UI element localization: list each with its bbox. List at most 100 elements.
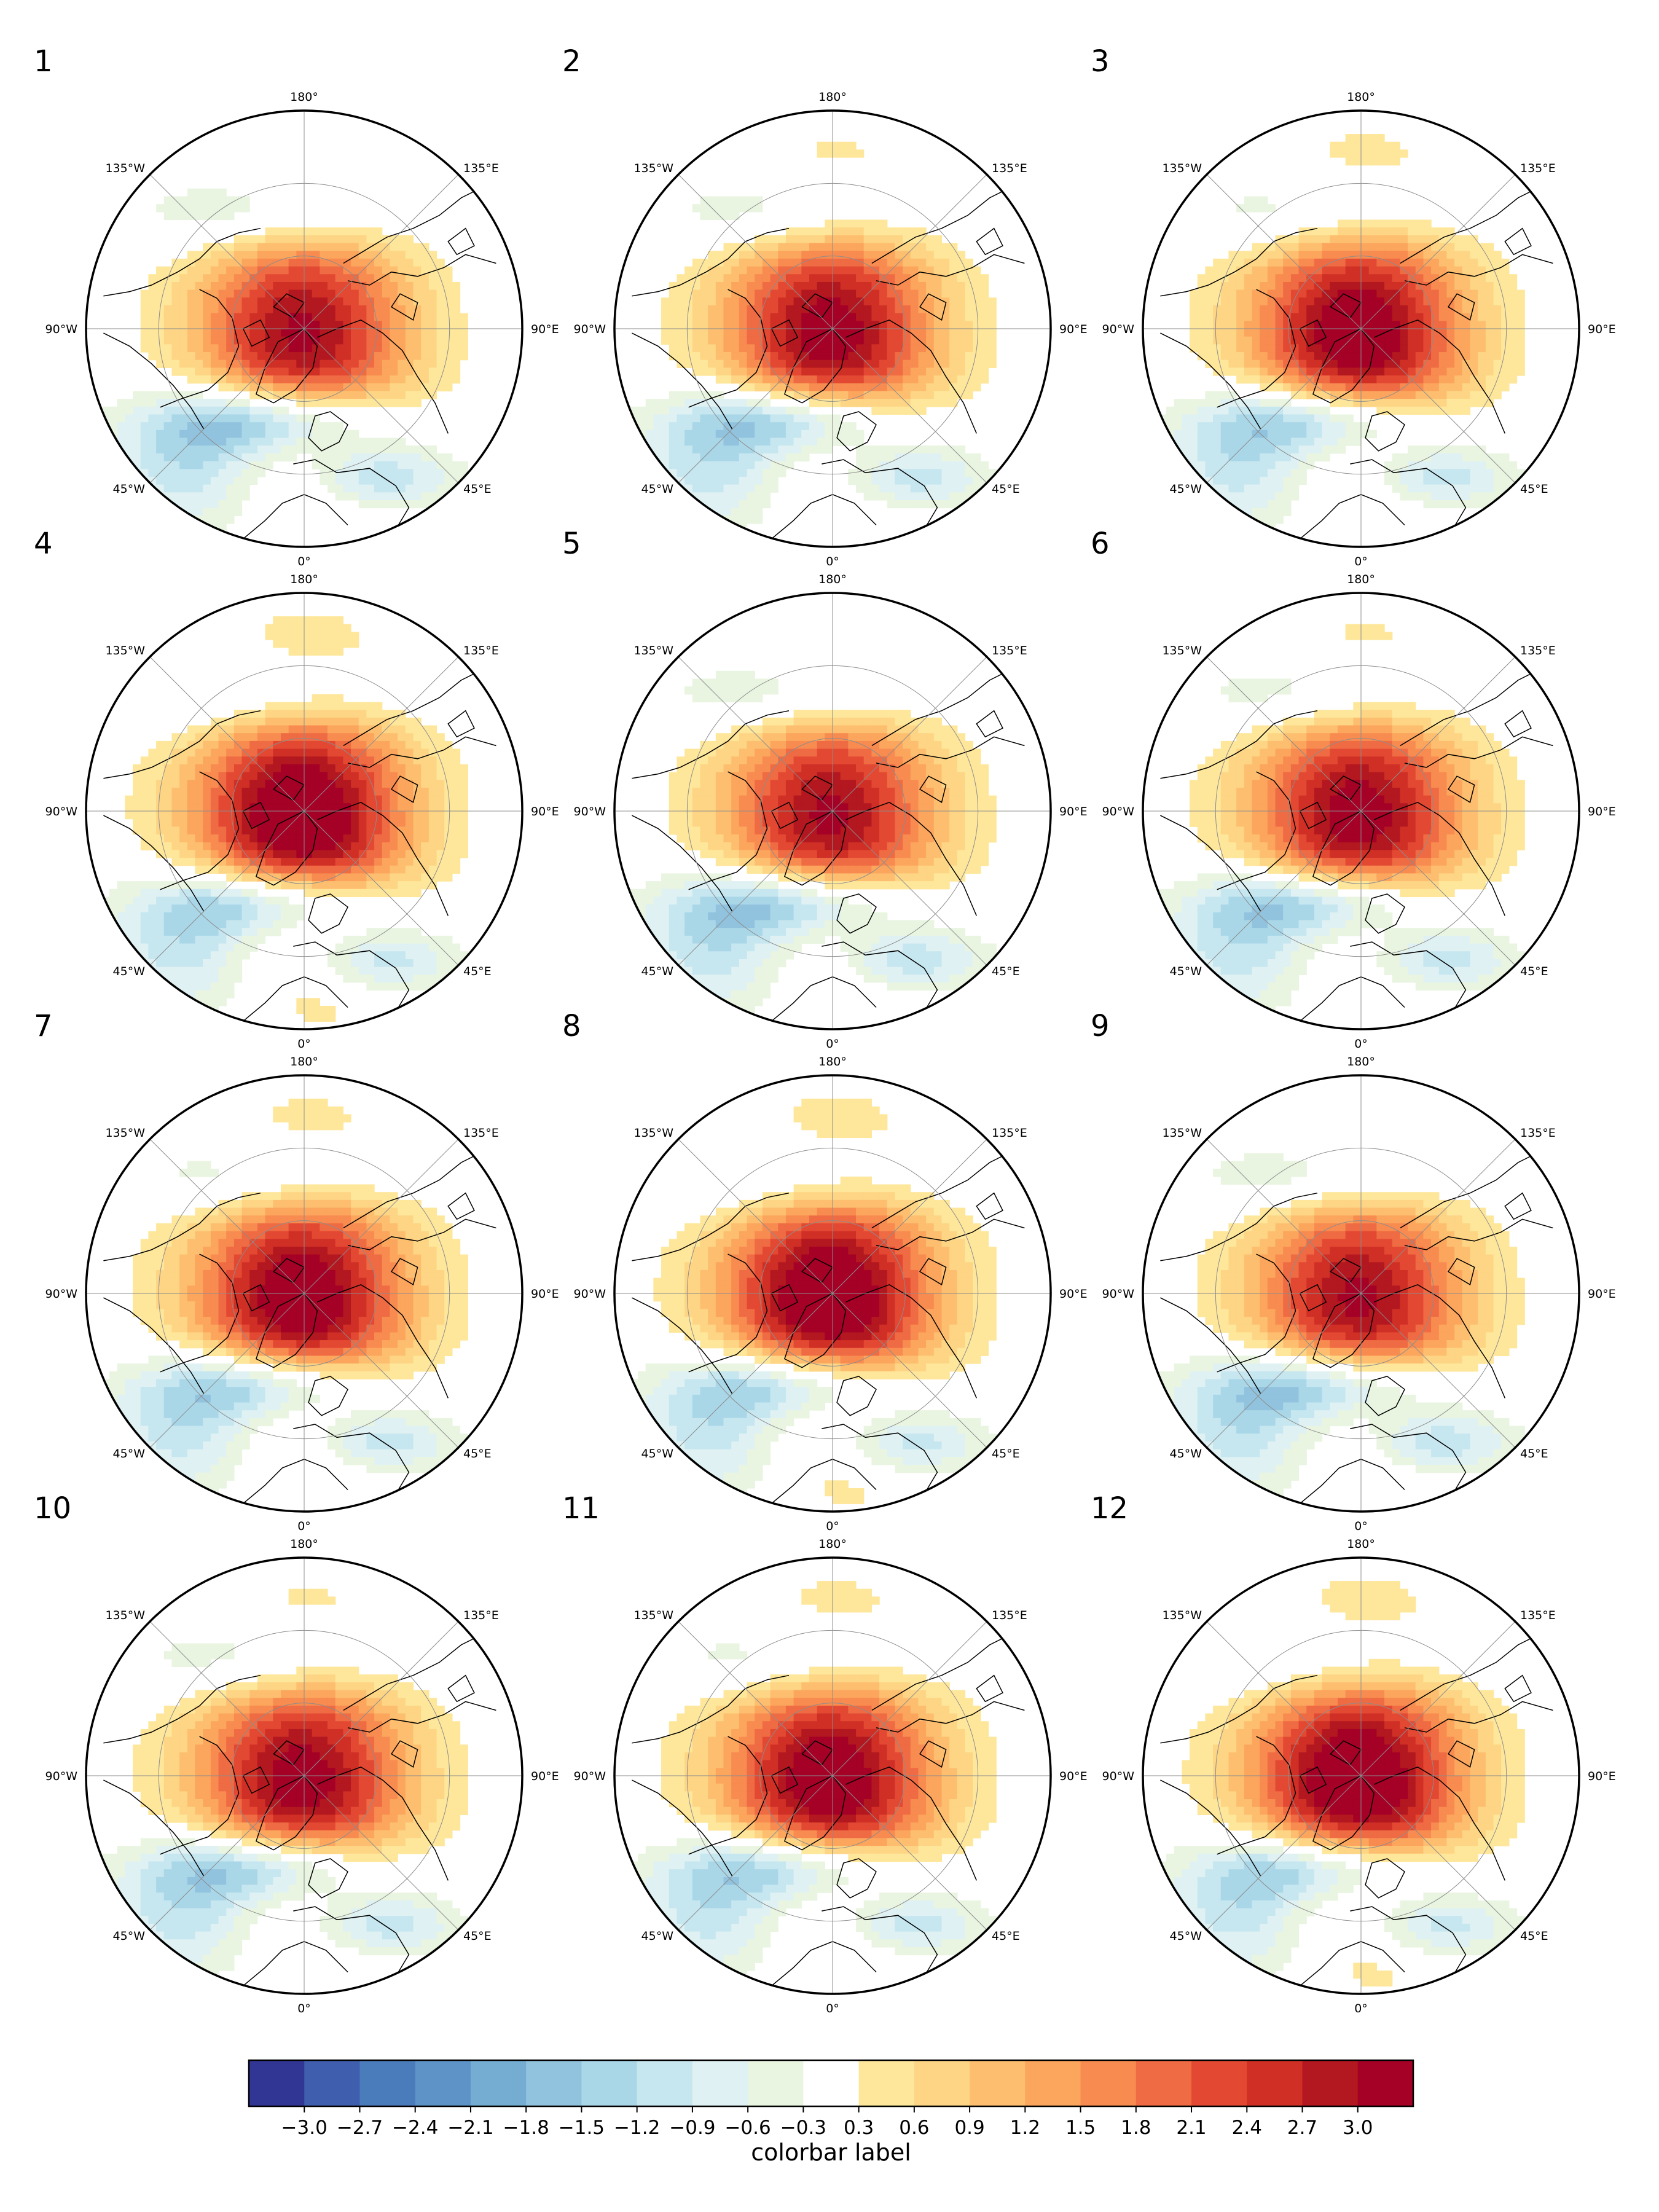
longitude-label: 135°W — [105, 1609, 145, 1622]
panel-number-label: 11 — [562, 1491, 600, 1526]
polar-map: 180° 135°E 90°E 45°E 0° 45°W 90°W 135°W — [1102, 90, 1616, 568]
colorbar-tick-label: −1.2 — [614, 2117, 660, 2139]
graticule — [86, 111, 522, 547]
longitude-label: 135°E — [463, 644, 499, 657]
map-boundary — [613, 592, 1052, 1030]
longitude-label: 90°E — [531, 805, 559, 818]
polar-map: 180° 135°E 90°E 45°E 0° 45°W 90°W 135°W — [574, 573, 1088, 1051]
longitude-label: 90°W — [1102, 323, 1135, 336]
coastlines — [632, 1149, 1025, 1508]
longitude-label: 0° — [826, 555, 839, 568]
longitude-label: 135°E — [992, 1609, 1027, 1622]
anomaly-field — [86, 593, 522, 1029]
longitude-label: 180° — [290, 1055, 318, 1069]
longitude-label: 180° — [818, 1055, 847, 1069]
longitude-label: 45°E — [463, 482, 492, 496]
longitude-label: 0° — [1354, 1037, 1368, 1051]
longitude-label: 135°W — [105, 644, 145, 657]
longitude-label: 135°W — [633, 162, 673, 175]
polar-map: 180° 135°E 90°E 45°E 0° 45°W 90°W 135°W — [1102, 1537, 1616, 2015]
longitude-label: 90°E — [1059, 805, 1088, 818]
coastlines — [632, 667, 1025, 1026]
graticule — [86, 593, 522, 1029]
map-boundary — [1142, 109, 1580, 548]
map-panel: 1 180° 135°E 90°E 45°E 0° 45°W 90°W 135°W — [28, 44, 559, 568]
anomaly-field — [1143, 593, 1579, 1029]
polar-map: 180° 135°E 90°E 45°E 0° 45°W 90°W 135°W — [45, 90, 559, 568]
longitude-label: 0° — [826, 1037, 839, 1051]
colorbar-tick-label: −1.8 — [503, 2117, 549, 2139]
colorbar-swatch — [1247, 2060, 1303, 2106]
coastlines — [632, 1631, 1025, 1990]
colorbar-frame — [248, 2059, 1414, 2108]
panel-number-label: 5 — [562, 527, 581, 561]
longitude-label: 0° — [297, 555, 311, 568]
longitude-label: 135°E — [1520, 1609, 1556, 1622]
colorbar-tick-label: 3.0 — [1343, 2117, 1373, 2139]
map-panel: 2 180° 135°E 90°E 45°E 0° 45°W 90°W 135°W — [556, 44, 1088, 568]
longitude-label: 45°W — [641, 1929, 674, 1943]
map-panel: 8 180° 135°E 90°E 45°E 0° 45°W 90°W 135°W — [556, 1009, 1088, 1533]
graticule — [1143, 111, 1579, 547]
colorbar-label: colorbar label — [751, 2139, 911, 2166]
longitude-label: 0° — [1354, 1520, 1368, 1533]
coastlines — [632, 184, 1025, 543]
panel-number-label: 1 — [34, 44, 53, 79]
map-panel: 4 180° 135°E 90°E 45°E 0° 45°W 90°W 135°W — [28, 527, 559, 1051]
longitude-label: 45°E — [1520, 965, 1548, 978]
map-panel: 9 180° 135°E 90°E 45°E 0° 45°W 90°W 135°W — [1084, 1009, 1616, 1533]
map-panel: 7 180° 135°E 90°E 45°E 0° 45°W 90°W 135°W — [28, 1009, 559, 1533]
polar-map: 180° 135°E 90°E 45°E 0° 45°W 90°W 135°W — [45, 1055, 559, 1533]
colorbar-swatch — [249, 2060, 305, 2106]
longitude-label: 45°W — [641, 482, 674, 496]
colorbar-swatch — [1302, 2060, 1359, 2106]
longitude-label: 0° — [1354, 2002, 1368, 2015]
anomaly-field — [614, 1075, 1051, 1512]
colorbar-swatch — [692, 2060, 748, 2106]
map-boundary — [613, 1074, 1052, 1513]
longitude-label: 90°W — [1102, 1770, 1135, 1783]
colorbar-tick-label: −1.5 — [559, 2117, 605, 2139]
map-boundary — [1142, 1074, 1580, 1513]
longitude-label: 180° — [818, 573, 847, 586]
longitude-label: 0° — [297, 1520, 311, 1533]
longitude-label: 90°E — [1588, 1770, 1616, 1783]
longitude-label: 90°W — [45, 805, 78, 818]
longitude-label: 45°E — [1520, 1929, 1548, 1943]
map-panel: 3 180° 135°E 90°E 45°E 0° 45°W 90°W 135°W — [1084, 44, 1616, 568]
longitude-label: 135°W — [1162, 1126, 1202, 1140]
anomaly-field — [614, 593, 1051, 1029]
longitude-label: 180° — [1347, 1537, 1375, 1551]
anomaly-field — [86, 1075, 522, 1512]
colorbar-tick-label: 1.5 — [1065, 2117, 1096, 2139]
longitude-label: 180° — [1347, 90, 1375, 104]
colorbar-swatch — [1080, 2060, 1137, 2106]
longitude-label: 90°W — [574, 1770, 606, 1783]
colorbar-swatch — [581, 2060, 638, 2106]
colorbar-graphic: −3.0 −2.7 −2.4 −2.1 −1.8 −1.5 −1.2 −0.9 −0.6 −0.3… — [248, 2059, 1414, 2139]
longitude-label: 135°E — [463, 1609, 499, 1622]
map-panel: 12 180° 135°E 90°E 45°E 0° 45°W 90°W 135°W — [1084, 1491, 1616, 2015]
longitude-label: 135°W — [1162, 644, 1202, 657]
colorbar-tick-label: −0.9 — [669, 2117, 715, 2139]
polar-map: 180° 135°E 90°E 45°E 0° 45°W 90°W 135°W — [45, 573, 559, 1051]
longitude-label: 45°E — [992, 1929, 1020, 1943]
polar-map: 180° 135°E 90°E 45°E 0° 45°W 90°W 135°W — [1102, 1055, 1616, 1533]
longitude-label: 45°W — [113, 1447, 146, 1461]
panel-number-label: 6 — [1091, 527, 1110, 561]
colorbar-swatch — [359, 2060, 416, 2106]
longitude-label: 90°E — [1059, 1770, 1088, 1783]
colorbar-swatch — [803, 2060, 860, 2106]
map-boundary — [1142, 1556, 1580, 1995]
panel-number-label: 2 — [562, 44, 581, 79]
colorbar-tick-label: −2.1 — [447, 2117, 493, 2139]
graticule — [86, 1558, 522, 1994]
graticule — [1143, 593, 1579, 1029]
longitude-label: 0° — [826, 2002, 839, 2015]
longitude-label: 90°E — [531, 1287, 559, 1301]
longitude-label: 0° — [1354, 555, 1368, 568]
longitude-label: 90°E — [1588, 1287, 1616, 1301]
polar-map: 180° 135°E 90°E 45°E 0° 45°W 90°W 135°W — [574, 90, 1088, 568]
longitude-label: 45°W — [113, 1929, 146, 1943]
